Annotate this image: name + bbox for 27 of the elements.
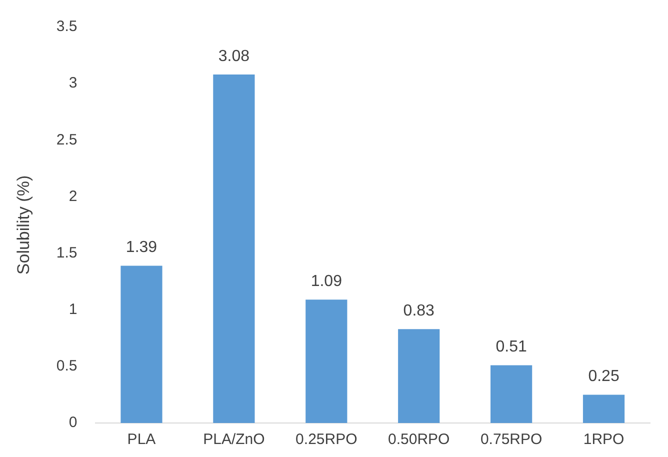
data-label: 0.83 (403, 302, 435, 320)
y-tick-label: 3 (68, 74, 78, 92)
data-label: 3.08 (218, 48, 250, 65)
bar (306, 300, 348, 423)
bar (398, 329, 440, 423)
y-tick-label: 2 (68, 188, 78, 205)
x-tick-label: PLA/ZnO (203, 431, 265, 448)
y-tick-label: 2.5 (56, 131, 78, 148)
data-label: 1.39 (126, 239, 158, 256)
y-axis-title: Solubility (%) (14, 175, 33, 275)
data-label: 0.51 (496, 338, 527, 356)
x-tick-label: 0.75RPO (480, 431, 542, 448)
x-tick-label: 0.50RPO (388, 431, 450, 448)
bar (213, 74, 255, 423)
data-label: 1.09 (310, 273, 342, 290)
bar (490, 365, 532, 423)
y-tick-label: 0.5 (56, 358, 78, 375)
bar (582, 394, 625, 423)
bar (120, 266, 162, 423)
x-tick-label: PLA (127, 431, 156, 448)
y-tick-label: 1.5 (56, 244, 78, 262)
x-tick-label: 0.25RPO (296, 431, 358, 448)
data-label: 0.25 (588, 368, 620, 386)
y-tick-label: 3.5 (56, 18, 78, 36)
y-tick-label: 0 (68, 414, 78, 432)
y-tick-label: 1 (68, 301, 78, 318)
x-tick-label: 1RPO (583, 431, 624, 448)
